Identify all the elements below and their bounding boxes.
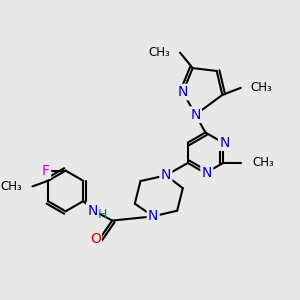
Text: N: N <box>202 166 212 180</box>
Text: N: N <box>161 168 171 182</box>
Text: H: H <box>98 208 108 221</box>
Text: CH₃: CH₃ <box>250 81 272 94</box>
Text: CH₃: CH₃ <box>148 46 170 59</box>
Text: CH₃: CH₃ <box>252 157 274 169</box>
Text: F: F <box>42 164 50 178</box>
Text: N: N <box>148 209 158 224</box>
Text: N: N <box>219 136 230 150</box>
Text: N: N <box>178 85 188 99</box>
Text: O: O <box>90 232 101 246</box>
Text: N: N <box>87 204 98 218</box>
Text: CH₃: CH₃ <box>0 180 22 193</box>
Text: N: N <box>190 108 201 122</box>
